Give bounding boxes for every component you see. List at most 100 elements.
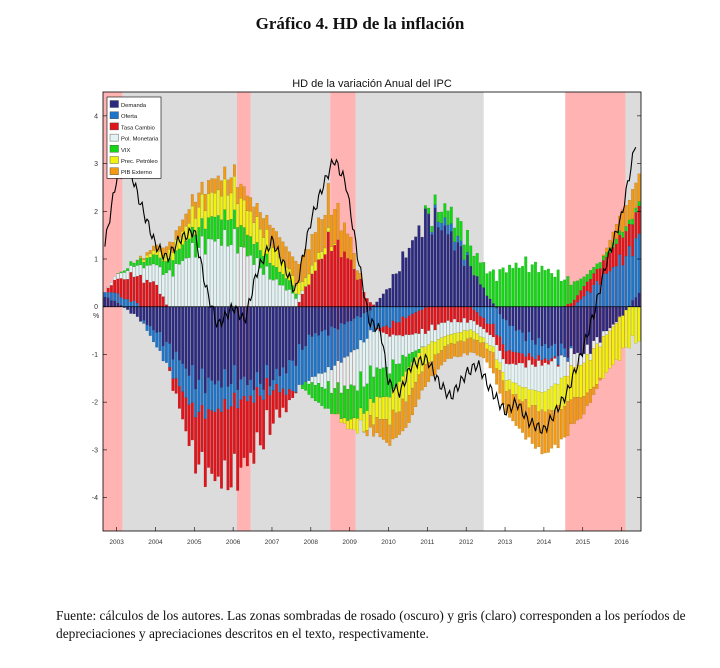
bar-segment: [155, 284, 159, 307]
bar-segment: [527, 360, 531, 390]
bar-segment: [317, 217, 321, 253]
bar-segment: [284, 373, 288, 395]
bar-segment: [508, 264, 512, 307]
bar-segment: [624, 309, 628, 348]
bar-segment: [436, 227, 440, 307]
bar-segment: [187, 257, 191, 307]
bar-segment: [401, 251, 405, 307]
bar-segment: [414, 236, 418, 307]
bar-segment: [469, 337, 473, 353]
bar-segment: [521, 363, 524, 388]
bar-segment: [404, 257, 408, 307]
bar-segment: [152, 263, 155, 282]
bar-segment: [491, 352, 495, 374]
bar-segment: [381, 419, 385, 440]
bar-segment: [482, 317, 486, 330]
bar-segment: [634, 306, 638, 344]
bar-segment: [232, 164, 236, 177]
bar-segment: [252, 206, 256, 223]
bar-segment: [213, 193, 217, 218]
bar-segment: [433, 194, 437, 205]
bar-segment: [207, 409, 210, 468]
bar-segment: [368, 302, 372, 307]
bar-segment: [119, 278, 123, 298]
bar-segment: [637, 306, 641, 342]
bar-segment: [491, 346, 495, 353]
bar-segment: [155, 332, 159, 348]
bar-segment: [501, 306, 505, 320]
bar-segment: [589, 389, 592, 403]
x-tick-label: 2005: [187, 539, 202, 546]
legend-label: Prec. Petróleo: [121, 159, 158, 165]
bar-segment: [530, 389, 534, 406]
bar-segment: [132, 262, 136, 267]
bar-segment: [598, 377, 602, 381]
bar-segment: [475, 306, 479, 313]
bar-segment: [281, 285, 285, 307]
bar-segment: [288, 251, 291, 270]
bar-segment: [226, 220, 230, 247]
bar-segment: [475, 324, 479, 334]
bar-segment: [271, 247, 275, 266]
bar-segment: [297, 343, 301, 385]
bar-segment: [281, 274, 285, 286]
bar-segment: [258, 229, 262, 251]
legend-swatch: [109, 156, 119, 164]
bar-segment: [488, 324, 492, 336]
bar-segment: [139, 264, 143, 276]
bar-segment: [320, 251, 324, 260]
bar-segment: [372, 331, 376, 378]
bar-segment: [161, 296, 165, 307]
bar-segment: [508, 306, 512, 326]
bar-segment: [258, 212, 262, 230]
bar-segment: [530, 264, 534, 307]
bar-segment: [239, 399, 243, 468]
bar-segment: [608, 271, 612, 307]
bar-segment: [336, 382, 340, 414]
bar-segment: [398, 411, 401, 435]
bar-segment: [262, 274, 266, 307]
bar-segment: [456, 321, 460, 333]
bar-segment: [200, 218, 204, 237]
bar-segment: [511, 306, 515, 327]
bar-segment: [391, 334, 395, 360]
bar-segment: [550, 306, 554, 346]
bar-segment: [126, 306, 130, 310]
bar-segment: [194, 417, 198, 474]
bar-segment: [404, 356, 408, 372]
bar-segment: [304, 306, 308, 347]
bar-segment: [177, 226, 181, 238]
bar-segment: [385, 396, 389, 420]
bar-segment: [398, 322, 401, 336]
bar-segment: [624, 231, 628, 257]
bar-segment: [381, 367, 385, 398]
bar-segment: [585, 306, 589, 345]
bar-segment: [265, 266, 269, 307]
bar-segment: [504, 380, 508, 392]
bar-segment: [223, 398, 227, 461]
bar-segment: [388, 306, 392, 328]
bar-segment: [229, 406, 233, 488]
bar-segment: [142, 306, 146, 321]
bar-segment: [194, 201, 198, 219]
bar-segment: [546, 389, 550, 410]
bar-segment: [132, 276, 136, 301]
bar-segment: [310, 273, 314, 307]
bar-segment: [631, 218, 635, 225]
bar-segment: [504, 351, 508, 364]
bar-segment: [566, 276, 570, 305]
bar-segment: [255, 257, 259, 307]
bar-segment: [475, 312, 479, 325]
bar-segment: [375, 301, 379, 307]
bar-segment: [339, 306, 343, 324]
bar-segment: [488, 298, 492, 307]
bar-segment: [372, 402, 376, 426]
bar-segment: [417, 225, 421, 307]
bar-segment: [210, 306, 214, 381]
bar-segment: [411, 240, 414, 307]
bar-segment: [190, 242, 194, 307]
bar-segment: [223, 178, 227, 210]
bar-segment: [440, 306, 444, 323]
bar-segment: [449, 231, 453, 307]
bar-segment: [320, 306, 324, 332]
